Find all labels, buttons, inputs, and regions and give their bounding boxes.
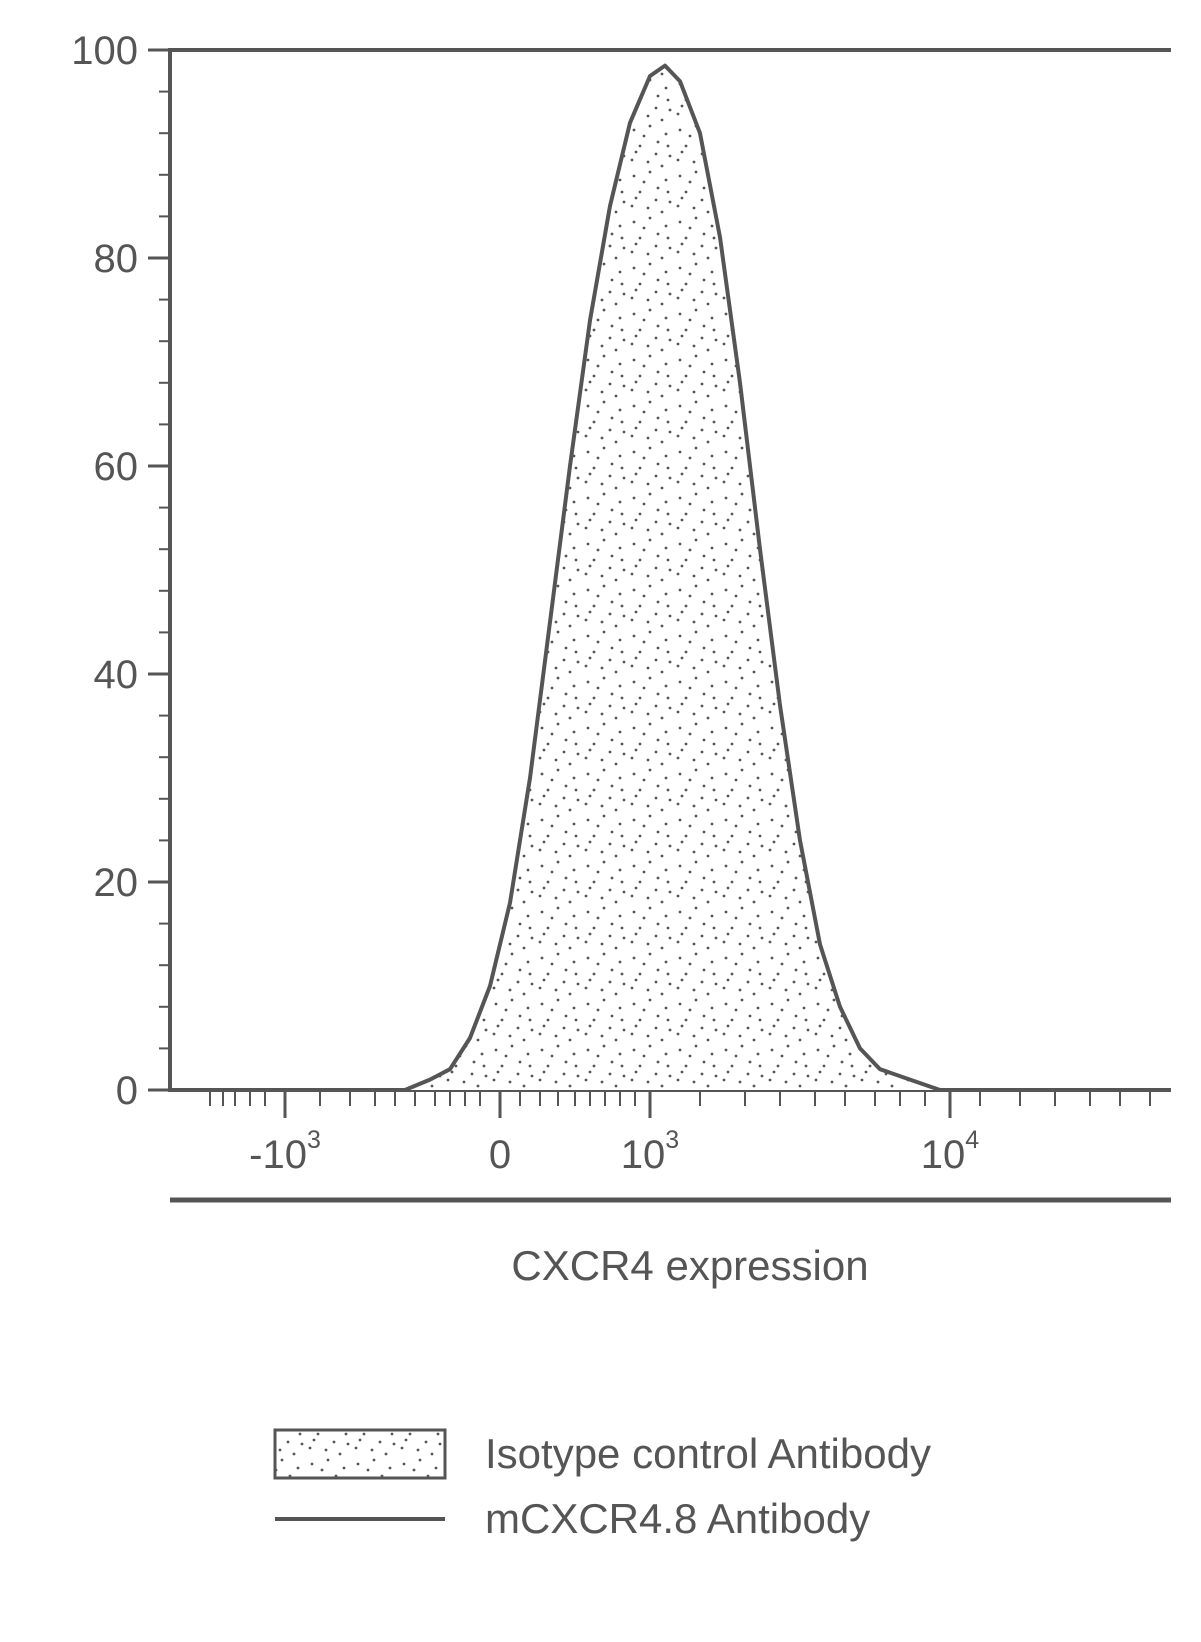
legend-label-isotype: Isotype control Antibody [485, 1430, 931, 1477]
y-tick-label: 100 [71, 30, 138, 73]
x-axis-label: CXCR4 expression [511, 1242, 868, 1289]
legend-label-mcxcr4: mCXCR4.8 Antibody [485, 1495, 870, 1542]
x-tick-label: 104 [921, 1126, 980, 1177]
flow-cytometry-histogram: 020406080100-1030103104105CXCR4 expressi… [30, 30, 1171, 1612]
y-tick-label: 60 [94, 445, 139, 489]
y-tick-label: 40 [94, 653, 139, 697]
y-tick-label: 80 [94, 237, 139, 281]
x-tick-label: 103 [621, 1126, 679, 1177]
x-tick-label: -103 [249, 1126, 321, 1177]
legend: Isotype control Antibody mCXCR4.8 Antibod… [275, 1430, 931, 1542]
y-tick-label: 0 [116, 1069, 138, 1113]
legend-swatch-isotype [275, 1430, 445, 1478]
y-axis: 0 20 40 60 80 100 [71, 30, 170, 1113]
x-axis: -1030103104105 [210, 1090, 1171, 1177]
y-tick-label: 20 [94, 861, 139, 905]
x-tick-label: 0 [489, 1133, 511, 1177]
